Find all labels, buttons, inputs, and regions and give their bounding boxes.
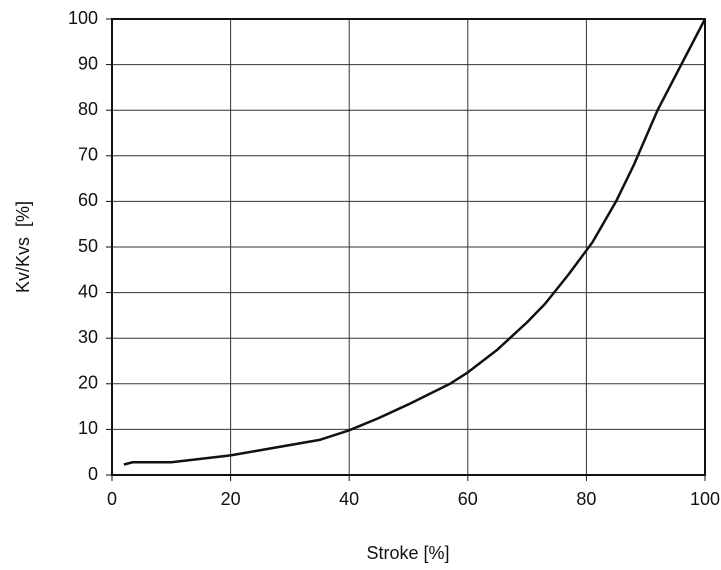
x-tick-label: 100 xyxy=(690,489,720,509)
y-tick-label: 100 xyxy=(68,8,98,28)
y-tick-label: 50 xyxy=(78,236,98,256)
x-tick-label: 40 xyxy=(339,489,359,509)
y-tick-label: 90 xyxy=(78,53,98,73)
y-tick-label: 20 xyxy=(78,373,98,393)
x-tick-label: 20 xyxy=(221,489,241,509)
y-tick-label: 70 xyxy=(78,145,98,165)
y-axis-title: Kv/Kvs [%] xyxy=(13,201,33,293)
y-tick-label: 0 xyxy=(88,464,98,484)
plot-frame xyxy=(111,18,706,476)
y-tick-label: 80 xyxy=(78,99,98,119)
x-tick-label: 80 xyxy=(576,489,596,509)
y-tick-label: 30 xyxy=(78,327,98,347)
y-tick-label: 10 xyxy=(78,418,98,438)
x-tick-label: 60 xyxy=(458,489,478,509)
data-line xyxy=(123,18,707,466)
x-axis-title: Stroke [%] xyxy=(366,543,449,563)
y-tick-label: 60 xyxy=(78,190,98,210)
x-tick-label: 0 xyxy=(107,489,117,509)
y-tick-label: 40 xyxy=(78,281,98,301)
